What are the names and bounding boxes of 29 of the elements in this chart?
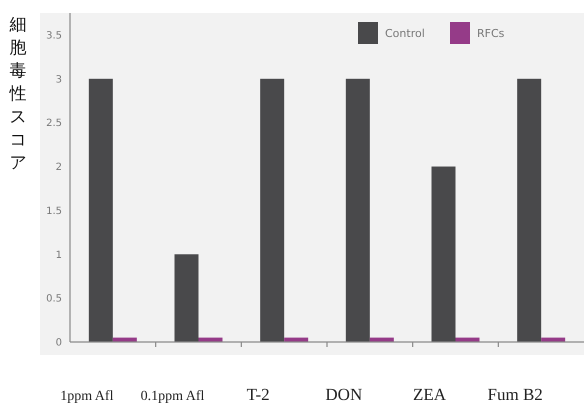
- y-tick-label: 1: [56, 250, 62, 261]
- y-tick-label: 1.5: [46, 206, 62, 217]
- y-tick-label: 2.5: [46, 118, 62, 130]
- x-tick-label: T-2: [246, 385, 270, 404]
- bar: [174, 254, 198, 342]
- bar: [260, 78, 284, 342]
- y-axis-title: 細胞毒性スコア: [8, 15, 26, 173]
- y-tick-label: 3.5: [46, 30, 62, 42]
- bar: [432, 166, 456, 342]
- legend-label: Control: [385, 27, 425, 40]
- x-tick-label: ZEA: [412, 385, 447, 404]
- x-tick-label: 1ppm Afl: [60, 389, 114, 404]
- legend-label: RFCs: [477, 27, 505, 40]
- bar: [370, 338, 394, 342]
- y-tick-label: 0: [56, 338, 62, 348]
- x-tick-label: DON: [325, 385, 362, 404]
- bar: [346, 78, 370, 342]
- bar: [112, 338, 137, 342]
- x-tick-label: 0.1ppm Afl: [140, 389, 204, 404]
- bar: [284, 338, 308, 342]
- y-tick-label: 2: [56, 162, 62, 174]
- y-tick-label: 3: [56, 74, 62, 86]
- bar: [88, 78, 113, 342]
- y-tick-label: 0.5: [46, 294, 62, 305]
- x-tick-label: Fum B2: [488, 385, 543, 404]
- bar: [456, 338, 480, 342]
- bar: [517, 78, 542, 342]
- bar: [198, 338, 222, 342]
- bar: [541, 338, 566, 342]
